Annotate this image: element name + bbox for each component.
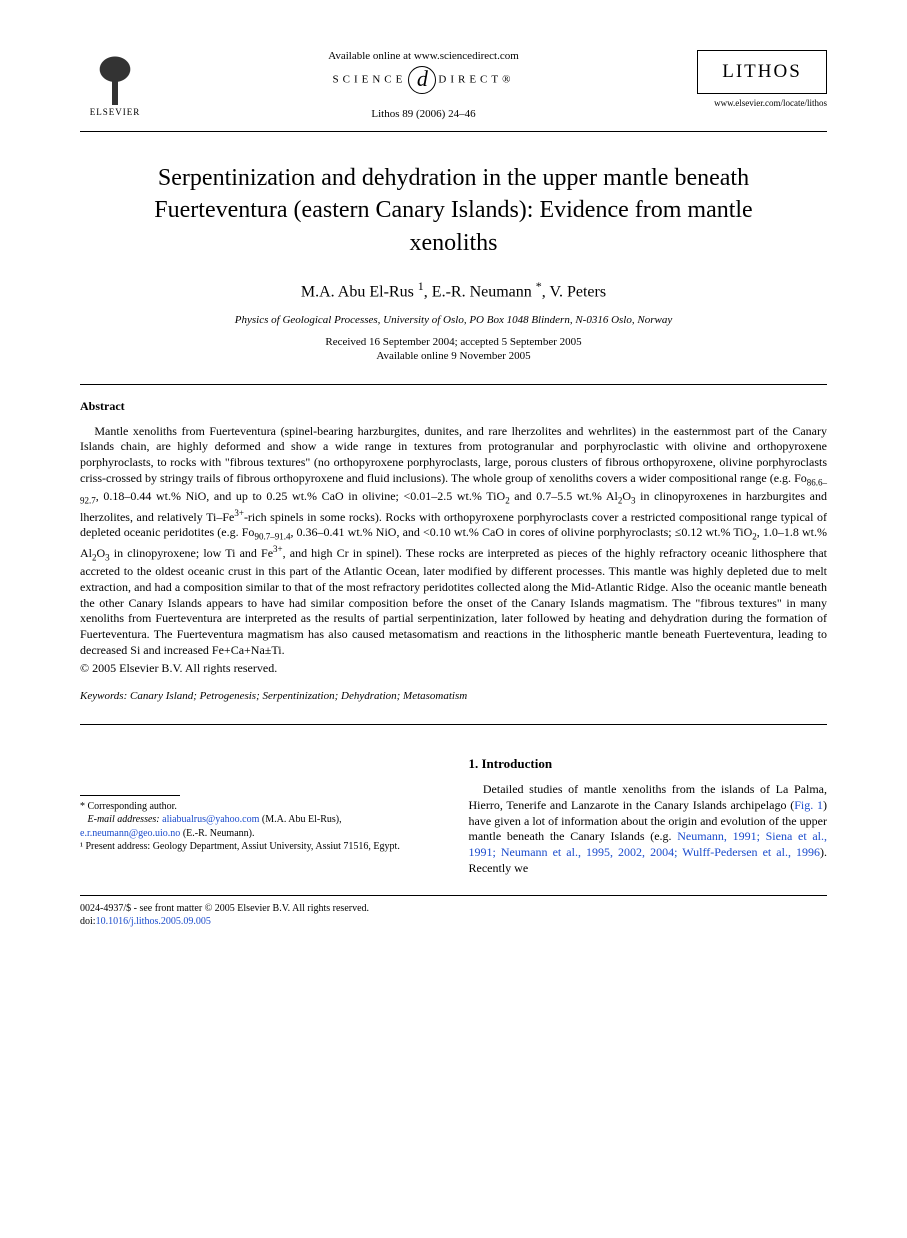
- header-center: Available online at www.sciencedirect.co…: [150, 50, 697, 120]
- abstract-bottom-rule: [80, 724, 827, 725]
- footer-doi: doi:10.1016/j.lithos.2005.09.005: [80, 915, 827, 928]
- footnote-rule: [80, 795, 180, 796]
- at-icon: d: [408, 66, 436, 94]
- abstract-body: Mantle xenoliths from Fuerteventura (spi…: [80, 424, 827, 659]
- elsevier-logo-text: ELSEVIER: [80, 107, 150, 117]
- doi-link[interactable]: 10.1016/j.lithos.2005.09.005: [96, 916, 211, 927]
- sd-left: SCIENCE: [333, 74, 407, 86]
- author-list: M.A. Abu El-Rus 1, E.-R. Neumann *, V. P…: [80, 279, 827, 301]
- science-direct-logo: SCIENCEdDIRECT®: [170, 66, 677, 94]
- keywords-label: Keywords:: [80, 690, 127, 702]
- corresponding-note: * Corresponding author.: [80, 800, 439, 814]
- header-rule: [80, 131, 827, 132]
- email-line: E-mail addresses: aliabualrus@yahoo.com …: [80, 813, 439, 827]
- elsevier-tree-icon: [80, 50, 150, 105]
- email-2-owner: (E.-R. Neumann).: [183, 828, 255, 839]
- keywords-list: Canary Island; Petrogenesis; Serpentiniz…: [130, 690, 467, 702]
- two-column-area: * Corresponding author. E-mail addresses…: [80, 755, 827, 877]
- abstract-heading: Abstract: [80, 399, 827, 414]
- copyright-line: © 2005 Elsevier B.V. All rights reserved…: [80, 661, 827, 676]
- left-column: * Corresponding author. E-mail addresses…: [80, 755, 439, 877]
- doi-label: doi:: [80, 916, 96, 927]
- available-online-text: Available online at www.sciencedirect.co…: [170, 50, 677, 62]
- email-2[interactable]: e.r.neumann@geo.uio.no: [80, 828, 180, 839]
- affiliation: Physics of Geological Processes, Univers…: [80, 314, 827, 326]
- right-column: 1. Introduction Detailed studies of mant…: [469, 755, 828, 877]
- journal-box: LITHOS www.elsevier.com/locate/lithos: [697, 50, 827, 108]
- email-1-owner: (M.A. Abu El-Rus),: [262, 814, 342, 825]
- email-line-2: e.r.neumann@geo.uio.no (E.-R. Neumann).: [80, 827, 439, 841]
- article-title: Serpentinization and dehydration in the …: [120, 162, 787, 259]
- journal-name: LITHOS: [697, 50, 827, 94]
- intro-pre: Detailed studies of mantle xenoliths fro…: [469, 782, 828, 812]
- fig-1-link[interactable]: Fig. 1: [794, 798, 823, 812]
- page-footer: 0024-4937/$ - see front matter © 2005 El…: [80, 902, 827, 928]
- elsevier-logo: ELSEVIER: [80, 50, 150, 125]
- received-accepted: Received 16 September 2004; accepted 5 S…: [80, 336, 827, 348]
- footer-rule: [80, 895, 827, 896]
- journal-url[interactable]: www.elsevier.com/locate/lithos: [697, 98, 827, 108]
- citation-line: Lithos 89 (2006) 24–46: [170, 108, 677, 120]
- article-page: ELSEVIER Available online at www.science…: [0, 0, 907, 968]
- available-online: Available online 9 November 2005: [80, 350, 827, 362]
- footnotes: * Corresponding author. E-mail addresses…: [80, 800, 439, 854]
- email-label: E-mail addresses:: [88, 814, 160, 825]
- page-header: ELSEVIER Available online at www.science…: [80, 50, 827, 125]
- introduction-body: Detailed studies of mantle xenoliths fro…: [469, 782, 828, 877]
- introduction-heading: 1. Introduction: [469, 755, 828, 772]
- footer-line1: 0024-4937/$ - see front matter © 2005 El…: [80, 902, 827, 915]
- email-1[interactable]: aliabualrus@yahoo.com: [162, 814, 259, 825]
- present-address: ¹ Present address: Geology Department, A…: [80, 840, 439, 854]
- sd-right: DIRECT®: [438, 74, 514, 86]
- abstract-top-rule: [80, 384, 827, 385]
- keywords-line: Keywords: Canary Island; Petrogenesis; S…: [80, 690, 827, 702]
